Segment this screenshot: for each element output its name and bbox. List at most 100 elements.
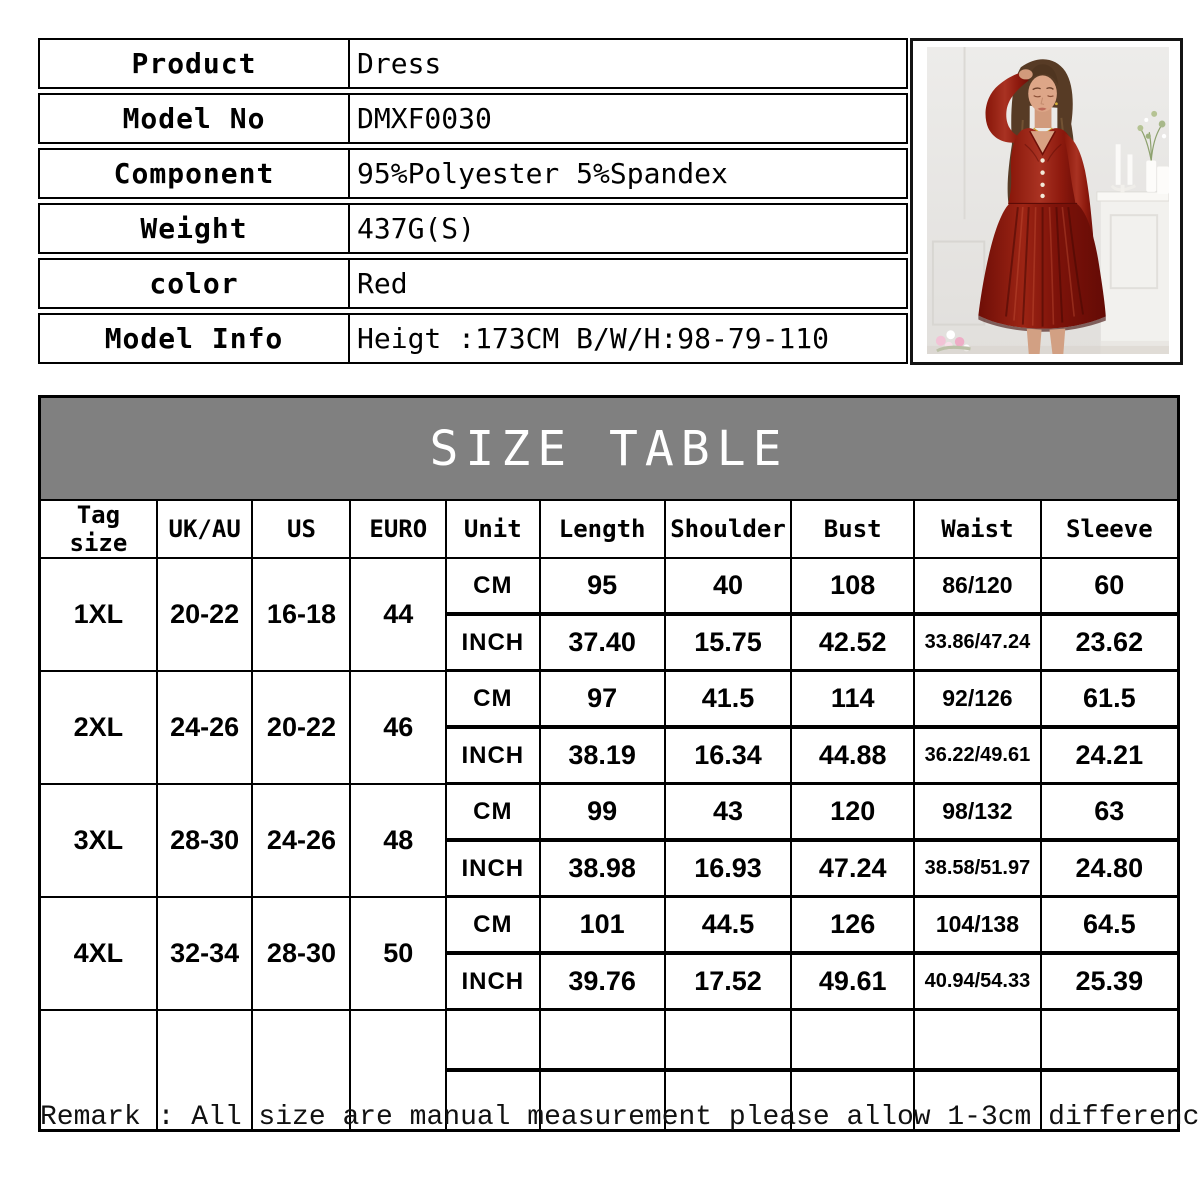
euro-cell: 48: [349, 782, 448, 898]
tag-size-cell: [38, 1008, 158, 1132]
size-cell: [663, 1008, 793, 1072]
unit-cell: INCH: [445, 726, 541, 785]
tag-size-cell: 1XL: [38, 557, 158, 672]
size-cell: 63: [1039, 782, 1180, 842]
uk-au-cell: [155, 1008, 254, 1132]
size-cell: 97: [538, 669, 666, 729]
size-row-empty-cm: [38, 1008, 1180, 1132]
info-label-component: Component: [40, 150, 350, 197]
size-cell: 16.34: [663, 726, 793, 785]
size-cell: 38.58/51.97: [913, 839, 1042, 898]
size-cell: 60: [1039, 557, 1180, 616]
size-table-title-row: SIZE TABLE: [38, 395, 1180, 501]
us-cell: 16-18: [251, 557, 352, 672]
size-cell: 37.40: [538, 613, 666, 672]
info-row-color: color Red: [38, 258, 908, 309]
size-cell: 24.21: [1039, 726, 1180, 785]
info-row-component: Component 95%Polyester 5%Spandex: [38, 148, 908, 199]
unit-cell: CM: [445, 669, 541, 729]
size-cell: 101: [538, 895, 666, 955]
size-row-2xl-cm: 2XL 24-26 20-22 46 CM 97 41.5 114 92/126…: [38, 669, 1180, 785]
uk-au-cell: 32-34: [155, 895, 254, 1011]
size-row-empty-inch: [40, 1069, 1180, 1132]
size-row-1xl-cm: 1XL 20-22 16-18 44 CM 95 40 108 86/120 6…: [38, 557, 1180, 672]
size-cell: [1039, 1069, 1180, 1132]
size-cell: [790, 1008, 916, 1072]
size-cell: 41.5: [663, 669, 793, 729]
col-header-sleeve: Sleeve: [1039, 499, 1180, 559]
size-cell: 61.5: [1039, 669, 1180, 729]
col-header-unit: Unit: [445, 499, 541, 559]
unit-cell: CM: [445, 557, 541, 616]
info-value-component: 95%Polyester 5%Spandex: [357, 157, 728, 190]
col-header-tag-size: Tag size: [38, 499, 158, 559]
size-row-3xl-cm: 3XL 28-30 24-26 48 CM 99 43 120 98/132 6…: [38, 782, 1180, 898]
size-cell: 47.24: [790, 839, 916, 898]
size-cell: 99: [538, 782, 666, 842]
uk-au-cell: 28-30: [155, 782, 254, 898]
size-cell: 126: [790, 895, 916, 955]
col-header-uk-au: UK/AU: [155, 499, 254, 559]
size-row-4xl-cm: 4XL 32-34 28-30 50 CM 101 44.5 126 104/1…: [38, 895, 1180, 1011]
size-cell: 33.86/47.24: [913, 613, 1042, 672]
size-table: SIZE TABLE Tag size UK/AU US EURO Unit L…: [38, 395, 1180, 1132]
size-cell: [913, 1008, 1042, 1072]
size-row-4xl-inch: INCH 39.76 17.52 49.61 40.94/54.33 25.39: [40, 952, 1180, 1011]
remark-text: Remark : All size are manual measurement…: [40, 1102, 1200, 1133]
size-row-1xl-inch: INCH 37.40 15.75 42.52 33.86/47.24 23.62: [40, 613, 1180, 672]
euro-cell: [349, 1008, 448, 1132]
size-cell: [538, 1069, 666, 1132]
col-header-shoulder: Shoulder: [663, 499, 793, 559]
size-cell: 114: [790, 669, 916, 729]
size-cell: 64.5: [1039, 895, 1180, 955]
size-cell: 24.80: [1039, 839, 1180, 898]
size-cell: 16.93: [663, 839, 793, 898]
euro-cell: 50: [349, 895, 448, 1011]
size-table-section: SIZE TABLE Tag size UK/AU US EURO Unit L…: [38, 395, 1180, 1132]
unit-cell: [445, 1069, 541, 1132]
size-cell: 25.39: [1039, 952, 1180, 1011]
size-cell: 17.52: [663, 952, 793, 1011]
size-cell: 44.88: [790, 726, 916, 785]
size-cell: 44.5: [663, 895, 793, 955]
info-row-product: Product Dress: [38, 38, 908, 89]
size-cell: 95: [538, 557, 666, 616]
size-cell: 36.22/49.61: [913, 726, 1042, 785]
unit-cell: [445, 1008, 541, 1072]
size-cell: 38.98: [538, 839, 666, 898]
size-cell: 43: [663, 782, 793, 842]
info-row-model-info: Model Info Heigt :173CM B/W/H:98-79-110: [38, 313, 908, 364]
unit-cell: INCH: [445, 839, 541, 898]
size-table-title: SIZE TABLE: [38, 395, 1180, 501]
euro-cell: 46: [349, 669, 448, 785]
info-label-weight: Weight: [40, 205, 350, 252]
size-cell: 42.52: [790, 613, 916, 672]
info-value-model-no: DMXF0030: [357, 102, 492, 135]
unit-cell: CM: [445, 782, 541, 842]
size-cell: 23.62: [1039, 613, 1180, 672]
tag-size-cell: 2XL: [38, 669, 158, 785]
info-value-model-info: Heigt :173CM B/W/H:98-79-110: [357, 322, 830, 355]
product-info-table: Product Dress Model No DMXF0030 Componen…: [38, 38, 908, 368]
info-label-product: Product: [40, 40, 350, 87]
info-label-model-no: Model No: [40, 95, 350, 142]
euro-cell: 44: [349, 557, 448, 672]
us-cell: 28-30: [251, 895, 352, 1011]
us-cell: 20-22: [251, 669, 352, 785]
tag-size-cell: 4XL: [38, 895, 158, 1011]
info-value-weight: 437G(S): [357, 212, 476, 245]
info-value-product: Dress: [357, 47, 442, 80]
size-cell: [663, 1069, 793, 1132]
us-cell: 24-26: [251, 782, 352, 898]
size-cell: 40: [663, 557, 793, 616]
unit-cell: INCH: [445, 952, 541, 1011]
info-label-model-info: Model Info: [40, 315, 350, 362]
size-cell: 98/132: [913, 782, 1042, 842]
info-row-weight: Weight 437G(S): [38, 203, 908, 254]
us-cell: [251, 1008, 352, 1132]
size-cell: 108: [790, 557, 916, 616]
size-cell: 104/138: [913, 895, 1042, 955]
size-cell: 39.76: [538, 952, 666, 1011]
size-cell: [913, 1069, 1042, 1132]
